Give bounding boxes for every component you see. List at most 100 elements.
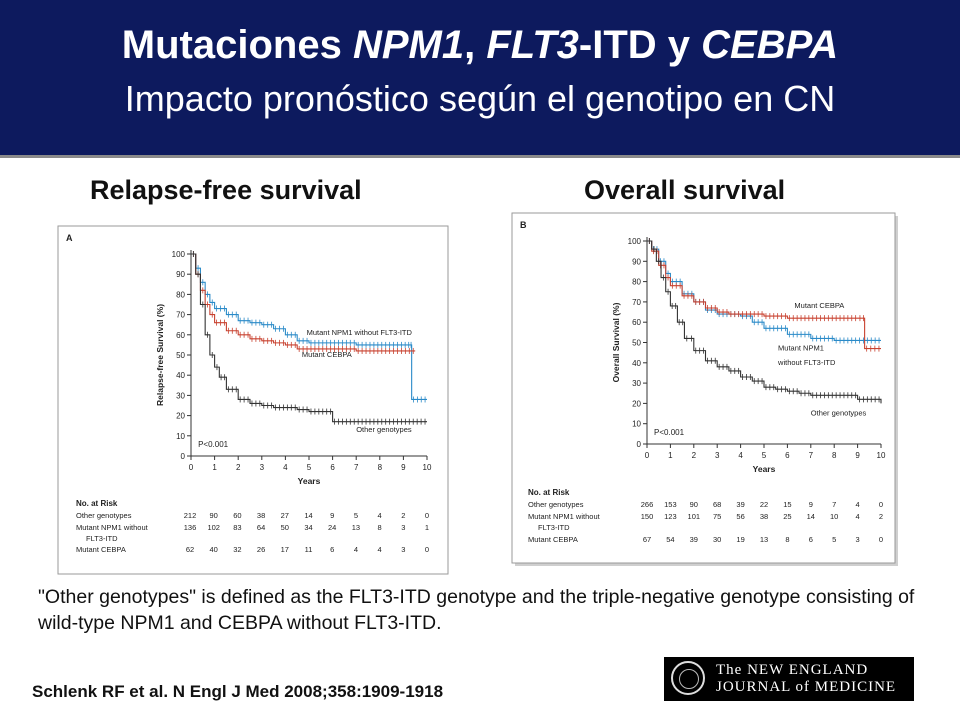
curve-label: Mutant NPM1 without FLT3-ITD xyxy=(307,328,413,337)
x-tick-label: 3 xyxy=(715,451,720,460)
panel-letter: B xyxy=(520,220,527,230)
risk-value: 50 xyxy=(281,523,289,532)
risk-value: 1 xyxy=(425,523,429,532)
title-gene-flt3: FLT3 xyxy=(486,23,579,67)
y-tick-label: 20 xyxy=(176,412,185,421)
title-part: , xyxy=(464,23,487,67)
risk-value: 54 xyxy=(666,535,674,544)
panel-frame xyxy=(511,212,896,564)
risk-table-title: No. at Risk xyxy=(528,488,570,497)
nejm-logo: The NEW ENGLAND JOURNAL of MEDICINE xyxy=(664,657,914,701)
risk-value: 27 xyxy=(281,511,289,520)
x-tick-label: 10 xyxy=(423,463,432,472)
x-tick-label: 1 xyxy=(668,451,673,460)
risk-value: 22 xyxy=(760,500,768,509)
curve-label: Mutant CEBPA xyxy=(302,350,352,359)
y-tick-label: 20 xyxy=(632,399,641,408)
curve-label: without FLT3-ITD xyxy=(777,358,836,367)
risk-value: 64 xyxy=(257,523,265,532)
y-tick-label: 100 xyxy=(172,250,186,259)
risk-value: 2 xyxy=(879,512,883,521)
y-tick-label: 80 xyxy=(632,278,641,287)
panel-title-os: Overall survival xyxy=(584,175,786,205)
risk-value: 2 xyxy=(401,511,405,520)
risk-value: 6 xyxy=(809,535,813,544)
risk-value: 40 xyxy=(210,545,218,554)
risk-value: 38 xyxy=(760,512,768,521)
risk-value: 6 xyxy=(330,545,334,554)
risk-row-label: Mutant CEBPA xyxy=(76,545,126,554)
x-tick-label: 8 xyxy=(378,463,383,472)
x-tick-label: 5 xyxy=(307,463,312,472)
risk-value: 101 xyxy=(688,512,701,521)
y-tick-label: 50 xyxy=(176,351,185,360)
x-tick-label: 9 xyxy=(855,451,860,460)
risk-value: 34 xyxy=(304,523,312,532)
risk-value: 13 xyxy=(760,535,768,544)
x-tick-label: 7 xyxy=(809,451,814,460)
risk-value: 9 xyxy=(330,511,334,520)
x-tick-label: 1 xyxy=(212,463,217,472)
y-tick-label: 80 xyxy=(176,290,185,299)
risk-value: 8 xyxy=(378,523,382,532)
risk-value: 0 xyxy=(879,500,883,509)
risk-value: 39 xyxy=(690,535,698,544)
p-value: P<0.001 xyxy=(654,428,685,437)
risk-value: 136 xyxy=(184,523,197,532)
y-tick-label: 10 xyxy=(176,432,185,441)
risk-value: 0 xyxy=(425,511,429,520)
risk-value: 14 xyxy=(304,511,312,520)
x-tick-label: 0 xyxy=(189,463,194,472)
risk-value: 10 xyxy=(830,512,838,521)
curve-label: Other genotypes xyxy=(811,409,867,418)
x-tick-label: 6 xyxy=(785,451,790,460)
y-tick-label: 90 xyxy=(632,257,641,266)
risk-value: 26 xyxy=(257,545,265,554)
risk-row-label: Mutant NPM1 without xyxy=(76,523,149,532)
risk-value: 9 xyxy=(809,500,813,509)
risk-value: 32 xyxy=(233,545,241,554)
x-tick-label: 2 xyxy=(236,463,241,472)
risk-value: 60 xyxy=(233,511,241,520)
x-tick-label: 4 xyxy=(283,463,288,472)
y-tick-label: 70 xyxy=(176,311,185,320)
series-line-other xyxy=(191,253,427,423)
risk-row-label: FLT3-ITD xyxy=(538,523,570,532)
panel-letter: A xyxy=(66,233,73,243)
x-tick-label: 3 xyxy=(260,463,265,472)
risk-value: 153 xyxy=(664,500,677,509)
risk-value: 5 xyxy=(354,511,358,520)
risk-value: 13 xyxy=(352,523,360,532)
y-tick-label: 0 xyxy=(181,452,186,461)
x-tick-label: 0 xyxy=(645,451,650,460)
y-tick-label: 50 xyxy=(632,339,641,348)
risk-value: 25 xyxy=(783,512,791,521)
risk-value: 123 xyxy=(664,512,677,521)
risk-value: 3 xyxy=(401,545,405,554)
risk-row-label: FLT3-ITD xyxy=(86,534,118,543)
y-tick-label: 10 xyxy=(632,420,641,429)
curve-label: Other genotypes xyxy=(356,425,412,434)
x-tick-label: 10 xyxy=(877,451,886,460)
risk-value: 4 xyxy=(856,512,860,521)
risk-value: 24 xyxy=(328,523,336,532)
risk-row-label: Other genotypes xyxy=(528,500,584,509)
risk-value: 15 xyxy=(783,500,791,509)
y-axis-label: Relapse-free Survival (%) xyxy=(155,304,165,406)
curve-label: Mutant NPM1 xyxy=(778,344,824,353)
p-value: P<0.001 xyxy=(198,440,229,449)
risk-value: 0 xyxy=(425,545,429,554)
y-tick-label: 40 xyxy=(176,371,185,380)
title-gene-cebpa: CEBPA xyxy=(701,23,839,67)
risk-value: 212 xyxy=(184,511,197,520)
risk-value: 8 xyxy=(785,535,789,544)
risk-value: 83 xyxy=(233,523,241,532)
x-tick-label: 9 xyxy=(401,463,406,472)
x-axis-label: Years xyxy=(298,476,321,486)
y-tick-label: 70 xyxy=(632,298,641,307)
risk-value: 38 xyxy=(257,511,265,520)
risk-value: 90 xyxy=(210,511,218,520)
curve-label: Mutant CEBPA xyxy=(794,301,844,310)
risk-row-label: Mutant NPM1 without xyxy=(528,512,601,521)
